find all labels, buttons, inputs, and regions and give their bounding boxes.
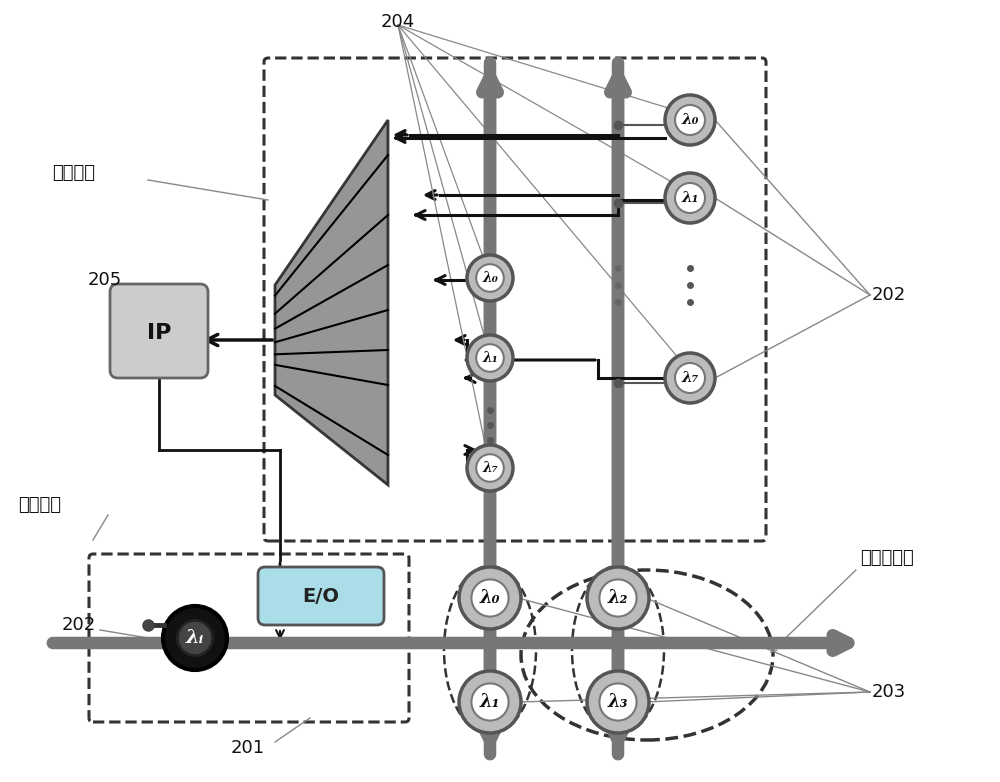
- Polygon shape: [275, 120, 388, 485]
- Circle shape: [665, 95, 715, 145]
- Text: λ₁: λ₁: [482, 351, 498, 365]
- Text: λ₇: λ₇: [482, 461, 498, 475]
- Circle shape: [467, 445, 513, 491]
- FancyBboxPatch shape: [258, 567, 384, 625]
- Text: 发送单元: 发送单元: [18, 496, 61, 514]
- Text: IP: IP: [147, 323, 171, 343]
- Text: 201: 201: [231, 739, 265, 757]
- Circle shape: [587, 671, 649, 733]
- Circle shape: [467, 335, 513, 381]
- Text: 202: 202: [62, 616, 96, 634]
- Text: 204: 204: [381, 13, 415, 31]
- Text: λ₂: λ₂: [608, 589, 628, 607]
- Text: 接收单元: 接收单元: [52, 164, 95, 182]
- Text: λ₁: λ₁: [681, 191, 699, 205]
- Circle shape: [665, 353, 715, 403]
- Text: λ₀: λ₀: [482, 271, 498, 285]
- Circle shape: [459, 567, 521, 629]
- Circle shape: [467, 255, 513, 301]
- Text: λ₇: λ₇: [681, 371, 699, 385]
- Text: E/O: E/O: [302, 587, 340, 607]
- Circle shape: [675, 105, 705, 135]
- Circle shape: [675, 183, 705, 213]
- Text: 203: 203: [872, 683, 906, 701]
- Circle shape: [587, 567, 649, 629]
- Text: λ₃: λ₃: [608, 693, 628, 711]
- Text: 202: 202: [872, 286, 906, 304]
- Circle shape: [599, 683, 637, 720]
- Circle shape: [471, 683, 509, 720]
- Circle shape: [163, 606, 227, 670]
- Text: 光交换单元: 光交换单元: [860, 549, 914, 567]
- Text: λ₀: λ₀: [480, 589, 500, 607]
- Text: λᵢ: λᵢ: [186, 629, 204, 647]
- Circle shape: [476, 344, 504, 371]
- Circle shape: [476, 454, 504, 482]
- Circle shape: [599, 579, 637, 616]
- Text: 205: 205: [88, 271, 122, 289]
- Circle shape: [459, 671, 521, 733]
- Circle shape: [665, 173, 715, 223]
- Circle shape: [471, 579, 509, 616]
- Text: λ₁: λ₁: [480, 693, 500, 711]
- Circle shape: [675, 363, 705, 393]
- Circle shape: [177, 620, 213, 655]
- Text: λ₀: λ₀: [681, 113, 699, 127]
- FancyBboxPatch shape: [110, 284, 208, 378]
- Circle shape: [476, 264, 504, 292]
